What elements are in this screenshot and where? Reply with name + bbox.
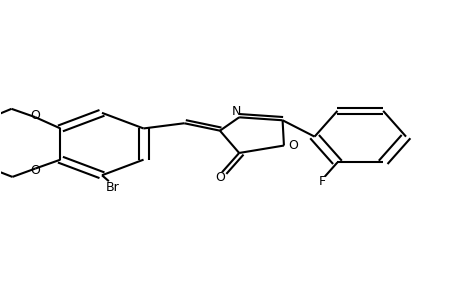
Text: O: O — [30, 164, 40, 177]
Text: Br: Br — [106, 181, 119, 194]
Text: F: F — [319, 176, 325, 188]
Text: N: N — [232, 106, 241, 118]
Text: O: O — [287, 139, 297, 152]
Text: O: O — [214, 171, 224, 184]
Text: O: O — [30, 109, 40, 122]
